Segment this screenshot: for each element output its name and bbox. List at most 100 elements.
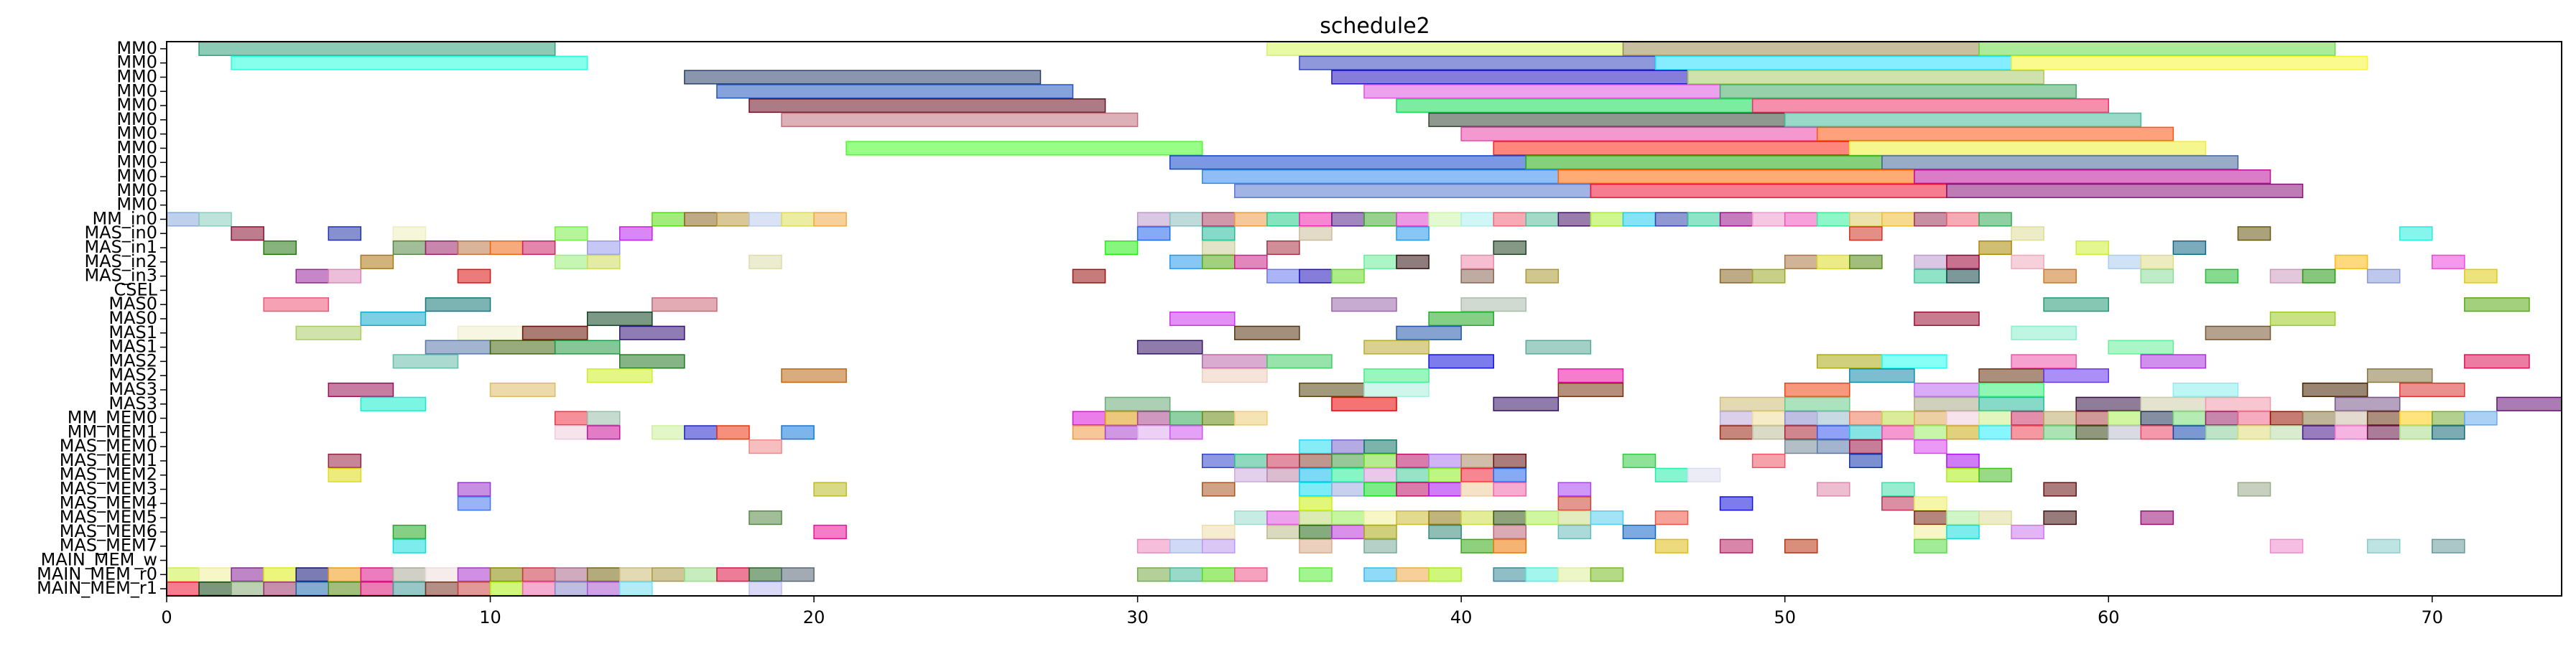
task-bar-239 bbox=[555, 426, 588, 439]
task-bar-322 bbox=[2044, 482, 2076, 496]
task-bar-403 bbox=[1364, 568, 1396, 582]
task-bar-160 bbox=[1138, 340, 1203, 354]
task-bar-10 bbox=[1688, 70, 2044, 84]
task-bar-302 bbox=[1429, 468, 1461, 482]
task-bar-73 bbox=[620, 227, 652, 241]
task-bar-156 bbox=[2205, 326, 2270, 340]
task-bar-248 bbox=[1170, 426, 1203, 439]
task-bar-154 bbox=[1396, 326, 1461, 340]
task-bar-343 bbox=[1655, 511, 1687, 525]
task-bar-64 bbox=[1850, 213, 1882, 226]
task-bar-25 bbox=[1170, 156, 1526, 169]
task-bar-171 bbox=[2011, 355, 2076, 368]
task-bar-204 bbox=[2205, 397, 2270, 411]
x-tick-label-4: 40 bbox=[1450, 607, 1473, 627]
task-bar-30 bbox=[1914, 170, 2271, 184]
task-bar-254 bbox=[1882, 426, 1914, 439]
task-bar-53 bbox=[1493, 213, 1526, 226]
task-bar-150 bbox=[458, 326, 522, 340]
task-bar-377 bbox=[2432, 539, 2465, 553]
task-bar-27 bbox=[1882, 156, 2238, 169]
task-bar-78 bbox=[1850, 227, 1882, 241]
task-bar-95 bbox=[2173, 241, 2205, 255]
task-bar-199 bbox=[1785, 397, 1850, 411]
task-bar-140 bbox=[1461, 298, 1526, 312]
task-bar-104 bbox=[1396, 256, 1429, 269]
task-bar-359 bbox=[1623, 526, 1655, 539]
task-bar-365 bbox=[1170, 539, 1203, 553]
task-bar-86 bbox=[491, 241, 523, 255]
task-bar-89 bbox=[1106, 241, 1138, 255]
task-bar-319 bbox=[1558, 482, 1590, 496]
task-bar-265 bbox=[2238, 426, 2270, 439]
task-bar-329 bbox=[1914, 497, 1947, 510]
task-bar-207 bbox=[555, 411, 588, 425]
task-bar-69 bbox=[231, 227, 264, 241]
task-bar-232 bbox=[2271, 411, 2303, 425]
task-bar-34 bbox=[167, 213, 199, 226]
task-bar-178 bbox=[1558, 369, 1623, 383]
task-bar-60 bbox=[1720, 213, 1753, 226]
task-bar-134 bbox=[2368, 269, 2400, 283]
task-bar-92 bbox=[1493, 241, 1526, 255]
task-bar-148 bbox=[2271, 312, 2335, 326]
task-bar-391 bbox=[588, 568, 620, 582]
task-bar-222 bbox=[1947, 411, 1979, 425]
task-bar-47 bbox=[1299, 213, 1332, 226]
task-bar-357 bbox=[1493, 526, 1526, 539]
task-bar-415 bbox=[328, 582, 361, 596]
task-bar-133 bbox=[2303, 269, 2335, 283]
task-bar-102 bbox=[1235, 256, 1267, 269]
task-bar-125 bbox=[1720, 269, 1753, 283]
x-tick-label-6: 60 bbox=[2098, 607, 2120, 627]
task-bar-2 bbox=[1623, 42, 1979, 56]
task-bar-317 bbox=[1461, 482, 1493, 496]
task-bar-142 bbox=[2465, 298, 2529, 312]
task-bar-111 bbox=[2011, 256, 2044, 269]
task-bar-366 bbox=[1203, 539, 1235, 553]
task-bar-65 bbox=[1882, 213, 1914, 226]
task-bar-210 bbox=[1106, 411, 1138, 425]
task-bar-236 bbox=[2400, 411, 2432, 425]
task-bar-242 bbox=[685, 426, 717, 439]
task-bar-266 bbox=[2271, 426, 2303, 439]
task-bar-306 bbox=[1688, 468, 1720, 482]
y-tick-label-38: MAIN_MEM_r1 bbox=[37, 578, 157, 598]
task-bar-321 bbox=[1882, 482, 1914, 496]
task-bar-20 bbox=[1461, 127, 1817, 141]
task-bar-301 bbox=[1396, 468, 1429, 482]
task-bar-394 bbox=[685, 568, 717, 582]
task-bar-14 bbox=[749, 99, 1106, 113]
task-bar-203 bbox=[2141, 397, 2205, 411]
task-bar-223 bbox=[1979, 411, 2011, 425]
task-bar-217 bbox=[1785, 411, 1817, 425]
task-bar-324 bbox=[458, 497, 490, 510]
task-bar-48 bbox=[1332, 213, 1364, 226]
task-bar-285 bbox=[1332, 454, 1364, 468]
task-bar-234 bbox=[2335, 411, 2368, 425]
task-bar-354 bbox=[1332, 526, 1364, 539]
task-bar-290 bbox=[1493, 454, 1526, 468]
task-bar-120 bbox=[1267, 269, 1299, 283]
task-bar-376 bbox=[2368, 539, 2400, 553]
task-bar-292 bbox=[1753, 454, 1785, 468]
task-bar-118 bbox=[458, 269, 490, 283]
task-bar-400 bbox=[1203, 568, 1235, 582]
task-bar-247 bbox=[1138, 426, 1170, 439]
task-bar-327 bbox=[1720, 497, 1753, 510]
task-bar-262 bbox=[2141, 426, 2173, 439]
task-bar-407 bbox=[1526, 568, 1558, 582]
task-bar-135 bbox=[2465, 269, 2497, 283]
task-bar-188 bbox=[1785, 383, 1850, 397]
task-bar-72 bbox=[555, 227, 588, 241]
task-bar-356 bbox=[1429, 526, 1461, 539]
task-bar-243 bbox=[717, 426, 749, 439]
task-bar-43 bbox=[1170, 213, 1203, 226]
task-bar-70 bbox=[328, 227, 361, 241]
task-bar-280 bbox=[328, 454, 361, 468]
task-bar-287 bbox=[1396, 454, 1429, 468]
task-bar-189 bbox=[1914, 383, 1979, 397]
task-bar-263 bbox=[2173, 426, 2205, 439]
task-bar-157 bbox=[425, 340, 490, 354]
task-bar-0 bbox=[199, 42, 555, 56]
